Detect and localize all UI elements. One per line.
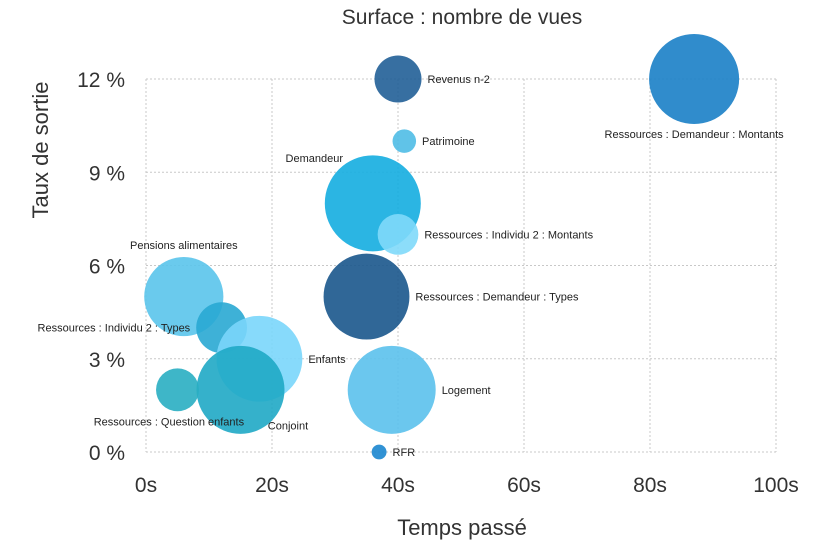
bubble-label: Enfants — [308, 354, 346, 366]
bubble — [196, 345, 285, 434]
x-tick-label: 100s — [753, 474, 799, 497]
y-tick-label: 3 % — [89, 349, 125, 372]
y-axis-ticks: 0 % 3 % 6 % 9 % 12 % — [77, 69, 125, 465]
x-axis-ticks: 0s 20s 40s 60s 80s 100s — [135, 474, 799, 497]
bubble — [156, 368, 199, 412]
x-tick-label: 20s — [255, 474, 289, 497]
x-tick-label: 0s — [135, 474, 157, 497]
bubble — [392, 129, 417, 153]
bubble-label: RFR — [393, 447, 416, 459]
bubble-label: Ressources : Individu 2 : Types — [38, 323, 191, 335]
bubble-label: Logement — [442, 385, 491, 397]
bubble — [374, 55, 422, 103]
bubble-labels: Revenus n-2 Ressources : Demandeur : Mont… — [38, 74, 785, 459]
bubble-label: Revenus n-2 — [428, 74, 490, 86]
bubbles — [144, 33, 740, 460]
y-tick-label: 9 % — [89, 162, 125, 185]
bubble-label: Pensions alimentaires — [130, 240, 238, 252]
bubble — [377, 214, 419, 255]
bubble — [371, 444, 387, 460]
bubble — [323, 253, 410, 340]
bubble-label: Patrimoine — [422, 136, 475, 148]
bubble-label: Ressources : Demandeur : Types — [415, 292, 579, 304]
y-tick-label: 0 % — [89, 442, 125, 465]
bubble-label: Conjoint — [268, 420, 308, 432]
bubble-label: Demandeur — [286, 153, 344, 165]
bubble-label: Ressources : Question enfants — [94, 416, 245, 428]
y-tick-label: 6 % — [89, 256, 125, 279]
x-tick-label: 80s — [633, 474, 667, 497]
y-tick-label: 12 % — [77, 69, 125, 92]
chart-title: Surface : nombre de vues — [342, 6, 582, 29]
x-axis-title: Temps passé — [397, 515, 527, 540]
bubble-label: Ressources : Demandeur : Montants — [605, 129, 785, 141]
bubble — [649, 33, 740, 125]
bubble — [347, 345, 436, 434]
x-tick-label: 60s — [507, 474, 541, 497]
x-tick-label: 40s — [381, 474, 415, 497]
bubble-label: Ressources : Individu 2 : Montants — [424, 229, 593, 241]
y-axis-title: Taux de sortie — [28, 82, 53, 219]
